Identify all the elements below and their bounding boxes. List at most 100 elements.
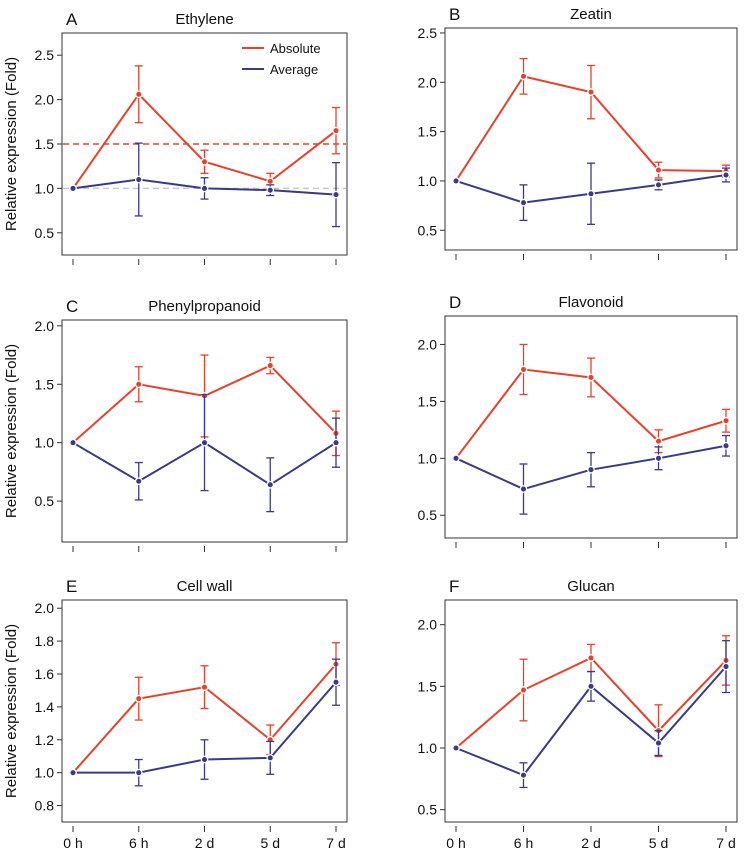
data-point-absolute xyxy=(654,166,663,174)
data-point-absolute xyxy=(587,654,595,662)
y-tick-label: 1.8 xyxy=(35,633,55,649)
data-point-absolute xyxy=(200,683,209,692)
y-tick-label: 1.0 xyxy=(35,765,55,781)
data-point-average xyxy=(587,465,595,474)
panel-title: Cell wall xyxy=(177,578,233,595)
y-tick-label: 1.0 xyxy=(418,450,438,466)
data-point-absolute xyxy=(266,361,275,370)
plot-frame xyxy=(61,319,348,543)
data-point-average xyxy=(452,744,460,752)
data-point-absolute xyxy=(134,694,143,703)
panel-letter: A xyxy=(66,10,78,29)
y-tick-label: 2.0 xyxy=(35,92,55,108)
y-tick-label: 2.0 xyxy=(418,336,438,352)
y-tick-label: 1.6 xyxy=(35,666,55,682)
data-point-average xyxy=(266,186,275,195)
y-tick-label: 0.5 xyxy=(418,802,438,818)
y-tick-label: 2.5 xyxy=(35,47,55,63)
y-tick-label: 2.0 xyxy=(418,617,438,633)
data-point-average xyxy=(722,171,730,179)
data-point-average xyxy=(69,768,77,777)
data-point-average xyxy=(200,184,209,193)
plot-frame xyxy=(444,599,738,823)
panel-letter: C xyxy=(66,297,78,316)
y-tick-label: 0.5 xyxy=(418,222,438,238)
data-point-absolute xyxy=(519,686,528,694)
legend-label-average: Average xyxy=(270,62,318,77)
y-axis-label: Relative expression (Fold) xyxy=(3,344,20,518)
y-tick-label: 1.5 xyxy=(418,393,438,409)
data-point-average xyxy=(654,181,663,189)
x-tick-label: 6 h xyxy=(514,835,533,851)
y-tick-label: 1.0 xyxy=(35,180,55,196)
data-point-absolute xyxy=(722,416,730,425)
y-tick-label: 2.0 xyxy=(35,318,55,334)
x-tick-label: 7 d xyxy=(326,835,345,851)
y-tick-label: 0.5 xyxy=(418,507,438,523)
data-point-absolute xyxy=(654,437,663,446)
y-tick-label: 1.4 xyxy=(35,699,55,715)
data-point-average xyxy=(332,190,340,199)
x-tick-label: 5 d xyxy=(649,835,668,851)
panel-letter: F xyxy=(449,577,459,596)
data-point-average xyxy=(587,189,595,198)
panel-letter: E xyxy=(66,577,77,596)
panel-b: B Zeatin 0.5 1.0 1.5 2.0 2.5 xyxy=(418,5,738,260)
legend-label-absolute: Absolute xyxy=(270,41,321,56)
data-point-average xyxy=(332,678,340,687)
y-tick-label: 2.0 xyxy=(35,600,55,616)
y-tick-label: 1.5 xyxy=(35,136,55,152)
plot-frame xyxy=(444,315,738,539)
panel-letter: D xyxy=(449,293,461,312)
data-point-average xyxy=(722,662,730,671)
panel-title: Phenylpropanoid xyxy=(148,298,261,315)
data-point-absolute xyxy=(266,177,275,186)
y-axis-label: Relative expression (Fold) xyxy=(3,57,20,231)
y-tick-label: 1.5 xyxy=(418,124,438,140)
y-tick-label: 2.5 xyxy=(418,25,438,41)
x-tick-label: 7 d xyxy=(716,835,735,851)
data-point-average xyxy=(200,755,209,764)
y-tick-label: 1.5 xyxy=(35,376,55,392)
panel-title: Glucan xyxy=(567,578,615,595)
data-point-average xyxy=(200,438,209,447)
data-point-absolute xyxy=(134,380,143,389)
panel-e: E Cell wall 0.8 1.0 1.2 1.4 1.6 1.8 2.0 0 h 6 h 2 d… xyxy=(3,577,348,851)
panel-title: Ethylene xyxy=(175,11,233,28)
data-point-absolute xyxy=(587,88,595,96)
x-tick-label: 6 h xyxy=(129,835,148,851)
data-point-average xyxy=(519,198,528,207)
data-point-absolute xyxy=(519,72,528,81)
data-point-average xyxy=(134,477,143,486)
data-point-average xyxy=(519,771,528,779)
data-point-average xyxy=(654,454,663,463)
x-tick-label: 2 d xyxy=(581,835,600,851)
y-tick-label: 1.2 xyxy=(35,732,55,748)
data-point-average xyxy=(134,768,143,777)
x-tick-label: 0 h xyxy=(446,835,465,851)
data-point-absolute xyxy=(200,157,209,166)
panel-title: Zeatin xyxy=(570,6,612,23)
data-point-average xyxy=(134,175,143,184)
x-tick-label: 0 h xyxy=(63,835,82,851)
y-tick-label: 1.5 xyxy=(418,678,438,694)
panel-f: F Glucan 0.5 1.0 1.5 2.0 0 h 6 h 2 d 5 d 7 d xyxy=(418,577,738,851)
data-point-average xyxy=(452,454,460,463)
y-tick-label: 0.8 xyxy=(35,798,55,814)
data-point-absolute xyxy=(332,126,340,135)
y-tick-label: 0.5 xyxy=(35,225,55,241)
plot-frame xyxy=(61,599,348,823)
panel-d: D Flavonoid 0.5 1.0 1.5 2.0 xyxy=(418,293,738,548)
data-point-absolute xyxy=(519,365,528,374)
panel-letter: B xyxy=(449,5,460,24)
data-point-average xyxy=(332,438,340,447)
data-point-average xyxy=(519,485,528,493)
x-tick-label: 2 d xyxy=(195,835,214,851)
data-point-absolute xyxy=(587,373,595,382)
series-line-absolute xyxy=(72,92,337,189)
y-tick-label: 1.0 xyxy=(418,173,438,189)
data-point-average xyxy=(266,754,275,762)
data-point-absolute xyxy=(134,90,143,99)
